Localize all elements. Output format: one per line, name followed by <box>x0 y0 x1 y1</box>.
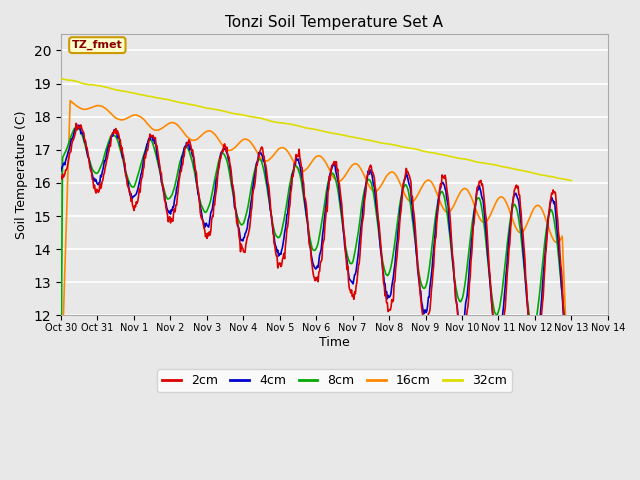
Title: Tonzi Soil Temperature Set A: Tonzi Soil Temperature Set A <box>225 15 444 30</box>
Text: TZ_fmet: TZ_fmet <box>72 40 123 50</box>
X-axis label: Time: Time <box>319 336 350 349</box>
Legend: 2cm, 4cm, 8cm, 16cm, 32cm: 2cm, 4cm, 8cm, 16cm, 32cm <box>157 370 512 393</box>
Y-axis label: Soil Temperature (C): Soil Temperature (C) <box>15 110 28 239</box>
